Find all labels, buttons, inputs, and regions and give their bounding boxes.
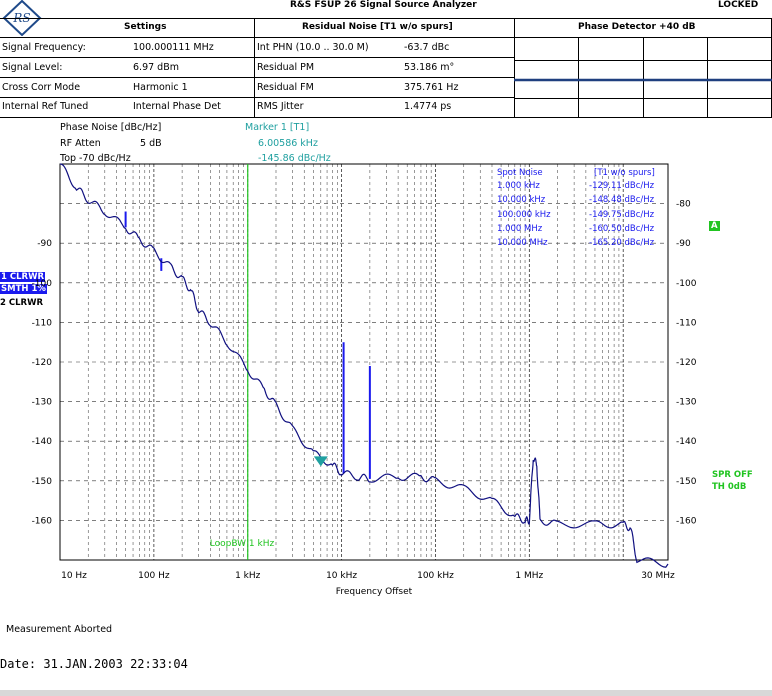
- y-tick-label-right: -100: [676, 279, 697, 289]
- chart-frame: [59, 163, 669, 561]
- residual-label-1: Residual PM: [257, 62, 315, 73]
- y-tick-label: -100: [32, 279, 53, 289]
- spot-noise-freq-2: 100.000 kHz: [497, 210, 551, 220]
- settings-value-1: 6.97 dBm: [133, 62, 179, 73]
- y-tick-label-right: -140: [676, 437, 697, 447]
- y-tick-label: -130: [32, 398, 53, 408]
- settings-header: Settings: [124, 22, 167, 32]
- trace1-clrwr-badge: 1 CLRWR: [0, 272, 45, 282]
- spr-off-label: SPR OFF: [712, 470, 753, 480]
- header-table: [0, 18, 772, 118]
- spot-noise-freq-1: 10.000 kHz: [497, 195, 546, 205]
- spot-noise-header-right: [T1 w/o spurs]: [594, 168, 655, 178]
- x-tick-label: 10 kHz: [326, 571, 357, 581]
- marker-a-badge: A: [709, 221, 720, 231]
- y-tick-label-right: -120: [676, 358, 697, 368]
- app-title: R&S FSUP 26 Signal Source Analyzer: [290, 0, 477, 10]
- y-tick-label: -90: [37, 239, 52, 249]
- phase-noise-label: Phase Noise [dBc/Hz]: [60, 122, 162, 133]
- y-tick-label: -160: [32, 516, 53, 526]
- chart-minor-grid: [87, 164, 620, 560]
- residual-label-0: Int PHN (10.0 .. 30.0 M): [257, 42, 369, 53]
- spot-noise-freq-4: 10.000 MHz: [497, 238, 548, 248]
- chart-y-ticks-right: -80 -90 -100 -110 -120 -130 -140 -150 -160: [676, 200, 697, 527]
- status-locked: LOCKED: [718, 0, 759, 10]
- chart-grid: [60, 164, 668, 560]
- settings-label-1: Signal Level:: [2, 62, 63, 73]
- settings-value-0: 100.000111 MHz: [133, 42, 214, 53]
- marker-value: -145.86 dBc/Hz: [258, 153, 331, 164]
- y-tick-label-right: -90: [676, 239, 691, 249]
- residual-value-0: -63.7 dBc: [404, 42, 450, 53]
- y-tick-label: -150: [32, 477, 53, 487]
- date-value: 31.JAN.2003: [43, 657, 123, 671]
- x-tick-label: 1 kHz: [235, 571, 261, 581]
- residual-value-1: 53.186 m°: [404, 62, 455, 73]
- residual-label-2: Residual FM: [257, 82, 314, 93]
- marker-triangle: [313, 456, 328, 467]
- chart-x-ticks: 10 Hz 100 Hz 1 kHz 10 kHz 100 kHz 1 MHz 30 MHz: [61, 571, 675, 581]
- top-label: Top -70 dBc/Hz: [60, 153, 131, 164]
- chart-y-ticks: -90 -100 -110 -120 -130 -140 -150 -160: [32, 239, 53, 526]
- settings-label-0: Signal Frequency:: [2, 42, 86, 53]
- spot-noise-value-4: -165.20 dBc/Hz: [589, 238, 655, 248]
- chart-spurs: [124, 211, 371, 479]
- marker-title: Marker 1 [T1]: [245, 122, 310, 133]
- rf-atten-label: RF Atten: [60, 138, 101, 149]
- smth-badge: SMTH 1%: [0, 284, 47, 294]
- loop-bw-label: LoopBW 1 kHz: [210, 539, 275, 549]
- spot-noise-header-left: Spot Noise: [497, 168, 543, 178]
- y-tick-label: -120: [32, 358, 53, 368]
- y-tick-label: -140: [32, 437, 53, 447]
- measurement-status: Measurement Aborted: [6, 624, 113, 635]
- residual-header: Residual Noise [T1 w/o spurs]: [302, 22, 453, 32]
- x-tick-label: 1 MHz: [515, 571, 543, 581]
- settings-value-3: Internal Phase Det: [133, 101, 221, 112]
- y-tick-label-right: -80: [676, 200, 691, 210]
- phase-noise-chart: -90 -100 -110 -120 -130 -140 -150 -160 -80 -90 -1…: [32, 163, 697, 597]
- time-value: 22:33:04: [130, 657, 188, 671]
- y-tick-label-right: -150: [676, 477, 697, 487]
- spot-noise-value-0: -129.11 dBc/Hz: [589, 181, 655, 191]
- x-tick-label: 10 Hz: [61, 571, 87, 581]
- trace-line: [59, 163, 669, 568]
- date-label: Date:: [0, 657, 37, 671]
- y-tick-label-right: -130: [676, 398, 697, 408]
- marker-freq: 6.00586 kHz: [258, 138, 318, 149]
- date-line: Date: 31.JAN.2003 22:33:04: [0, 657, 188, 671]
- bottom-strip: [0, 690, 772, 696]
- settings-value-2: Harmonic 1: [133, 82, 188, 93]
- rf-atten-value: 5 dB: [140, 138, 162, 149]
- x-tick-label: 100 Hz: [138, 571, 170, 581]
- phase-detector-header: Phase Detector +40 dB: [578, 22, 696, 32]
- spot-noise-freq-3: 1.000 MHz: [497, 224, 543, 234]
- x-axis-label: Frequency Offset: [336, 587, 413, 597]
- trace2-clrwr-label: 2 CLRWR: [0, 298, 43, 308]
- settings-label-3: Internal Ref Tuned: [2, 101, 89, 112]
- spot-noise-value-3: -160.50 dBc/Hz: [589, 224, 655, 234]
- spot-noise-freq-0: 1.000 kHz: [497, 181, 540, 191]
- y-tick-label-right: -160: [676, 516, 697, 526]
- y-tick-label: -110: [32, 318, 53, 328]
- spot-noise-value-2: -149.75 dBc/Hz: [589, 210, 655, 220]
- settings-label-2: Cross Corr Mode: [2, 82, 81, 93]
- y-tick-label-right: -110: [676, 318, 697, 328]
- residual-value-3: 1.4774 ps: [404, 101, 452, 112]
- spot-noise-value-1: -148.48 dBc/Hz: [589, 195, 655, 205]
- residual-value-2: 375.761 Hz: [404, 82, 459, 93]
- th-label: TH 0dB: [712, 482, 747, 492]
- x-tick-label: 100 kHz: [417, 571, 454, 581]
- residual-label-3: RMS Jitter: [257, 101, 304, 112]
- x-tick-label: 30 MHz: [641, 571, 675, 581]
